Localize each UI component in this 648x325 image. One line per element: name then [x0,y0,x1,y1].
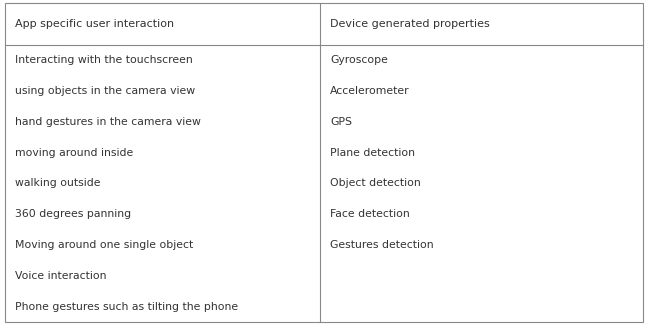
Text: Device generated properties: Device generated properties [330,19,490,29]
Text: App specific user interaction: App specific user interaction [15,19,174,29]
Text: Voice interaction: Voice interaction [15,271,106,281]
Text: Gestures detection: Gestures detection [330,240,434,250]
Text: walking outside: walking outside [15,178,100,188]
Text: Face detection: Face detection [330,209,410,219]
Text: Plane detection: Plane detection [330,148,415,158]
Text: moving around inside: moving around inside [15,148,133,158]
Text: Interacting with the touchscreen: Interacting with the touchscreen [15,55,192,65]
Text: using objects in the camera view: using objects in the camera view [15,86,195,96]
Text: Phone gestures such as tilting the phone: Phone gestures such as tilting the phone [15,302,238,312]
Text: Accelerometer: Accelerometer [330,86,410,96]
Text: 360 degrees panning: 360 degrees panning [15,209,131,219]
Text: Gyroscope: Gyroscope [330,55,388,65]
Text: GPS: GPS [330,117,352,127]
Text: Moving around one single object: Moving around one single object [15,240,193,250]
Text: Object detection: Object detection [330,178,421,188]
Text: hand gestures in the camera view: hand gestures in the camera view [15,117,201,127]
